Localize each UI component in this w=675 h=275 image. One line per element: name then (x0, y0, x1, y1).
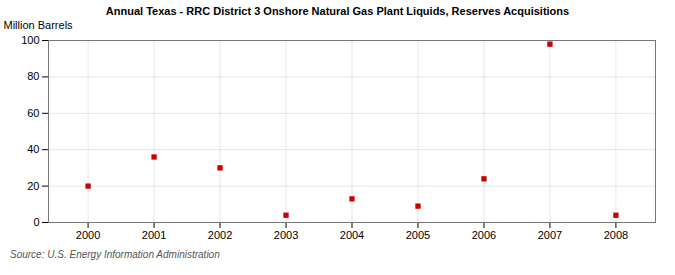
svg-text:2006: 2006 (472, 229, 496, 241)
html-text:Source: U.S. Energy Informatio: Source: U.S. Energy Information Administ… (10, 249, 220, 260)
svg-text:2000: 2000 (76, 229, 100, 241)
svg-text:2001: 2001 (142, 229, 166, 241)
svg-text:2007: 2007 (538, 229, 562, 241)
svg-text:2003: 2003 (274, 229, 298, 241)
svg-text:0: 0 (33, 216, 39, 228)
svg-text:60: 60 (27, 107, 39, 119)
svg-text:100: 100 (21, 34, 39, 46)
svg-text:Million Barrels: Million Barrels (4, 19, 74, 31)
html-text:Annual Texas - RRC District 3: Annual Texas - RRC District 3 Onshore Na… (105, 5, 570, 17)
svg-text:2008: 2008 (604, 229, 628, 241)
svg-text:2002: 2002 (208, 229, 232, 241)
svg-text:80: 80 (27, 70, 39, 82)
svg-text:40: 40 (27, 143, 39, 155)
svg-text:20: 20 (27, 180, 39, 192)
svg-text:2005: 2005 (406, 229, 430, 241)
svg-text:2004: 2004 (340, 229, 364, 241)
